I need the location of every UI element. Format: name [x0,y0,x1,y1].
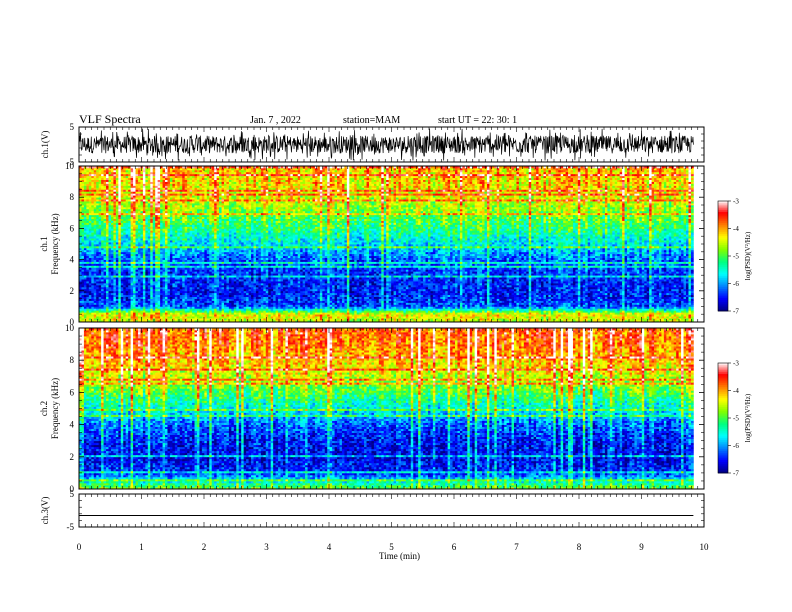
p1-ylabel: ch.1(V) [40,131,50,159]
start-time-label: start UT = 22: 30: 1 [438,115,517,126]
ch1-waveform-trace [79,129,693,161]
figure-header: VLF Spectra Jan. 7 , 2022 station=MAM st… [79,112,517,126]
station-label: station=MAM [343,115,400,126]
figure-title: VLF Spectra [79,112,141,126]
date-label: Jan. 7 , 2022 [250,115,301,126]
p1-ytick-label: 5 [70,122,75,132]
